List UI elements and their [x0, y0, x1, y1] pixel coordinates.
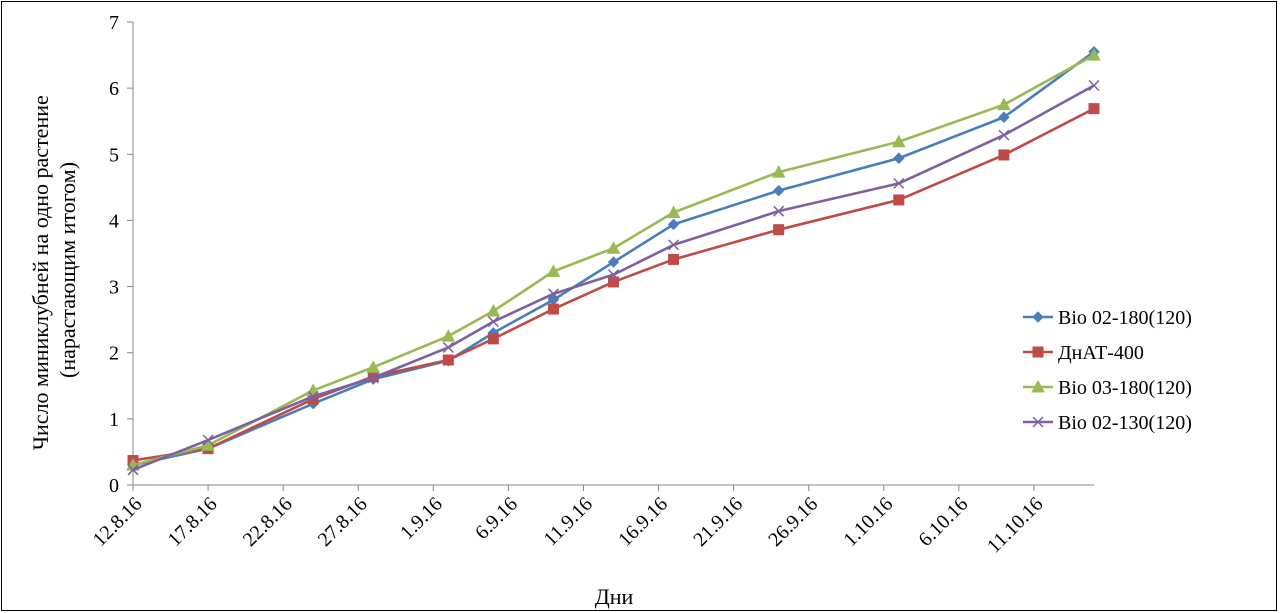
- marker-triangle: [201, 438, 215, 451]
- x-tick-label: 22.8.16: [239, 493, 297, 551]
- legend-label: Bio 02-180(120): [1058, 307, 1192, 329]
- legend-item: ДнАТ-400: [1023, 342, 1144, 364]
- marker-x: [1088, 79, 1100, 92]
- marker-square: [547, 303, 559, 315]
- marker-triangle: [1031, 379, 1045, 393]
- marker-diamond: [607, 256, 620, 268]
- marker-x: [487, 316, 499, 328]
- marker-square: [668, 253, 680, 265]
- marker-x: [127, 464, 139, 476]
- marker-square: [773, 224, 785, 236]
- legend-item: Bio 03-180(120): [1023, 377, 1192, 399]
- marker-diamond: [667, 218, 680, 231]
- series-3: [126, 48, 1101, 471]
- x-tick-label: 1.9.16: [396, 493, 447, 544]
- x-tick-label: 16.9.16: [614, 493, 672, 551]
- legend-item: Bio 02-130(120): [1023, 412, 1192, 434]
- marker-triangle: [486, 304, 501, 317]
- legend-label: Bio 03-180(120): [1058, 377, 1192, 399]
- marker-square: [893, 194, 905, 206]
- y-axis-title-line1: Число миниклубней на одно растение: [28, 95, 53, 450]
- marker-x: [668, 239, 680, 251]
- marker-x: [307, 390, 319, 402]
- y-axis-title: Число миниклубней на одно растение (нара…: [28, 90, 80, 451]
- y-tick-label: 0: [109, 475, 119, 497]
- y-axis-title-line2: (нарастающим итогом): [55, 162, 80, 378]
- marker-diamond: [772, 184, 785, 197]
- legend-label: ДнАТ-400: [1058, 342, 1144, 364]
- marker-triangle: [546, 264, 561, 277]
- series-layer: [126, 46, 1101, 476]
- marker-triangle: [997, 97, 1011, 111]
- x-tick-label: 1.10.16: [839, 493, 897, 551]
- legend-label: Bio 02-130(120): [1058, 412, 1192, 434]
- marker-square: [998, 149, 1010, 161]
- x-tick-label: 6.9.16: [471, 493, 522, 544]
- y-tick-label: 5: [109, 144, 119, 166]
- x-tick-label: 12.8.16: [89, 493, 147, 551]
- marker-triangle: [666, 205, 681, 218]
- marker-x: [202, 434, 214, 446]
- marker-square: [1088, 103, 1100, 115]
- marker-x: [773, 205, 785, 217]
- x-tick-label: 26.9.16: [764, 493, 822, 551]
- x-tick-label: 17.8.16: [164, 493, 222, 551]
- x-tick-label: 11.10.16: [983, 493, 1048, 558]
- x-axis-title: Дни: [595, 584, 634, 609]
- marker-square: [442, 354, 454, 366]
- marker-x: [998, 129, 1010, 141]
- y-tick-label: 4: [109, 210, 119, 232]
- marker-x: [547, 288, 559, 300]
- x-tick-label: 11.9.16: [540, 493, 597, 550]
- marker-diamond: [1032, 311, 1044, 323]
- marker-triangle: [891, 134, 906, 148]
- series-4: [127, 79, 1100, 476]
- marker-triangle: [771, 165, 786, 178]
- marker-x: [367, 372, 379, 384]
- y-tick-label: 7: [109, 12, 119, 34]
- marker-square: [608, 276, 619, 288]
- y-tick-label: 1: [109, 409, 119, 431]
- marker-x: [893, 177, 905, 189]
- marker-square: [1032, 346, 1044, 358]
- x-tick-label: 6.10.16: [914, 493, 972, 551]
- marker-square: [487, 333, 499, 345]
- marker-triangle: [606, 241, 621, 254]
- marker-triangle: [1087, 48, 1101, 61]
- marker-x: [607, 269, 620, 281]
- marker-x: [1032, 416, 1044, 428]
- y-tick-label: 3: [109, 277, 119, 299]
- x-tick-label: 21.9.16: [689, 493, 747, 551]
- marker-diamond: [893, 152, 905, 164]
- marker-triangle: [366, 360, 381, 373]
- marker-x: [442, 341, 454, 353]
- y-tick-label: 6: [109, 78, 119, 100]
- x-tick-label: 27.8.16: [314, 493, 372, 551]
- series-1: [127, 46, 1100, 471]
- axes: 0 1 2 3 4 5 6 7 12.8.16 17.8.16 22.8.16 27.8.16 1.9.…: [89, 12, 1094, 558]
- y-tick-label: 2: [109, 343, 119, 365]
- legend: Bio 02-180(120) ДнАТ-400 Bio 03-180(120) Bi…: [1023, 307, 1192, 434]
- marker-diamond: [998, 111, 1010, 123]
- marker-triangle: [441, 329, 456, 342]
- legend-item: Bio 02-180(120): [1023, 307, 1192, 329]
